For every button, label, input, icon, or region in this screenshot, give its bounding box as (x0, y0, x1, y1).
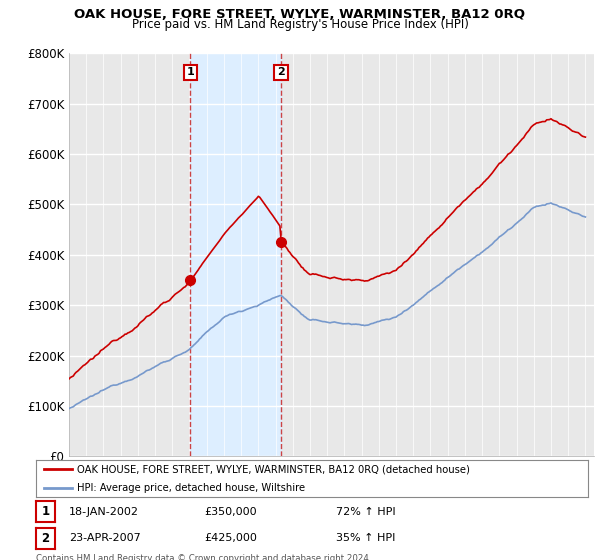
Text: OAK HOUSE, FORE STREET, WYLYE, WARMINSTER, BA12 0RQ: OAK HOUSE, FORE STREET, WYLYE, WARMINSTE… (74, 8, 526, 21)
Text: 1: 1 (41, 505, 50, 518)
Text: OAK HOUSE, FORE STREET, WYLYE, WARMINSTER, BA12 0RQ (detached house): OAK HOUSE, FORE STREET, WYLYE, WARMINSTE… (77, 464, 470, 474)
Text: £350,000: £350,000 (204, 507, 257, 516)
Text: HPI: Average price, detached house, Wiltshire: HPI: Average price, detached house, Wilt… (77, 483, 305, 493)
Text: 2: 2 (277, 67, 285, 77)
Text: 35% ↑ HPI: 35% ↑ HPI (336, 534, 395, 543)
Bar (190, 53, 281, 456)
Text: 23-APR-2007: 23-APR-2007 (69, 534, 141, 543)
Text: 18-JAN-2002: 18-JAN-2002 (69, 507, 139, 516)
Text: 1: 1 (187, 67, 194, 77)
Text: Contains HM Land Registry data © Crown copyright and database right 2024.: Contains HM Land Registry data © Crown c… (36, 554, 371, 560)
Text: 72% ↑ HPI: 72% ↑ HPI (336, 507, 395, 516)
Text: £425,000: £425,000 (204, 534, 257, 543)
Text: 2: 2 (41, 532, 50, 545)
Text: Price paid vs. HM Land Registry's House Price Index (HPI): Price paid vs. HM Land Registry's House … (131, 18, 469, 31)
